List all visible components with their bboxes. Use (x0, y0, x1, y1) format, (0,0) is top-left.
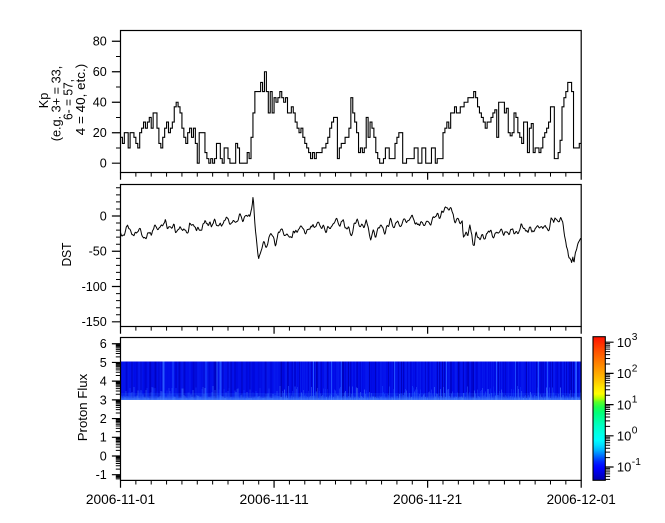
svg-text:10: 10 (617, 460, 631, 475)
svg-text:6: 6 (100, 337, 107, 351)
svg-text:2: 2 (100, 412, 107, 426)
svg-text:10: 10 (617, 366, 631, 381)
svg-text:0: 0 (100, 209, 107, 223)
svg-text:0: 0 (632, 426, 638, 437)
svg-text:2006-11-01: 2006-11-01 (86, 492, 155, 507)
svg-text:1: 1 (632, 395, 638, 406)
svg-text:6- = 57,: 6- = 57, (61, 79, 76, 120)
svg-text:10: 10 (617, 397, 631, 412)
svg-text:1: 1 (100, 431, 107, 445)
svg-text:3: 3 (632, 332, 638, 343)
svg-text:-50: -50 (89, 245, 107, 259)
svg-text:2006-12-01: 2006-12-01 (547, 492, 616, 507)
svg-text:5: 5 (100, 356, 107, 370)
svg-text:0: 0 (100, 449, 107, 463)
svg-text:10: 10 (617, 429, 631, 444)
svg-text:-150: -150 (82, 315, 107, 329)
svg-text:0: 0 (100, 157, 107, 171)
svg-text:3: 3 (100, 393, 107, 407)
svg-text:40: 40 (93, 96, 107, 110)
svg-text:10: 10 (617, 335, 631, 350)
svg-text:-1: -1 (632, 457, 641, 468)
svg-text:2006-11-21: 2006-11-21 (393, 492, 462, 507)
svg-text:4 = 40, etc.): 4 = 40, etc.) (73, 64, 88, 136)
svg-text:2: 2 (632, 363, 638, 374)
svg-text:20: 20 (93, 126, 107, 140)
svg-text:-100: -100 (82, 280, 107, 294)
svg-text:-1: -1 (96, 468, 107, 482)
svg-text:80: 80 (93, 35, 107, 49)
svg-text:60: 60 (93, 65, 107, 79)
svg-text:Proton Flux: Proton Flux (75, 373, 90, 441)
svg-text:2006-11-11: 2006-11-11 (240, 492, 309, 507)
svg-text:Kp: Kp (36, 93, 51, 109)
svg-text:DST: DST (59, 242, 74, 266)
svg-text:4: 4 (100, 375, 107, 389)
svg-text:(e.g. 3+ = 33,: (e.g. 3+ = 33, (48, 66, 63, 142)
